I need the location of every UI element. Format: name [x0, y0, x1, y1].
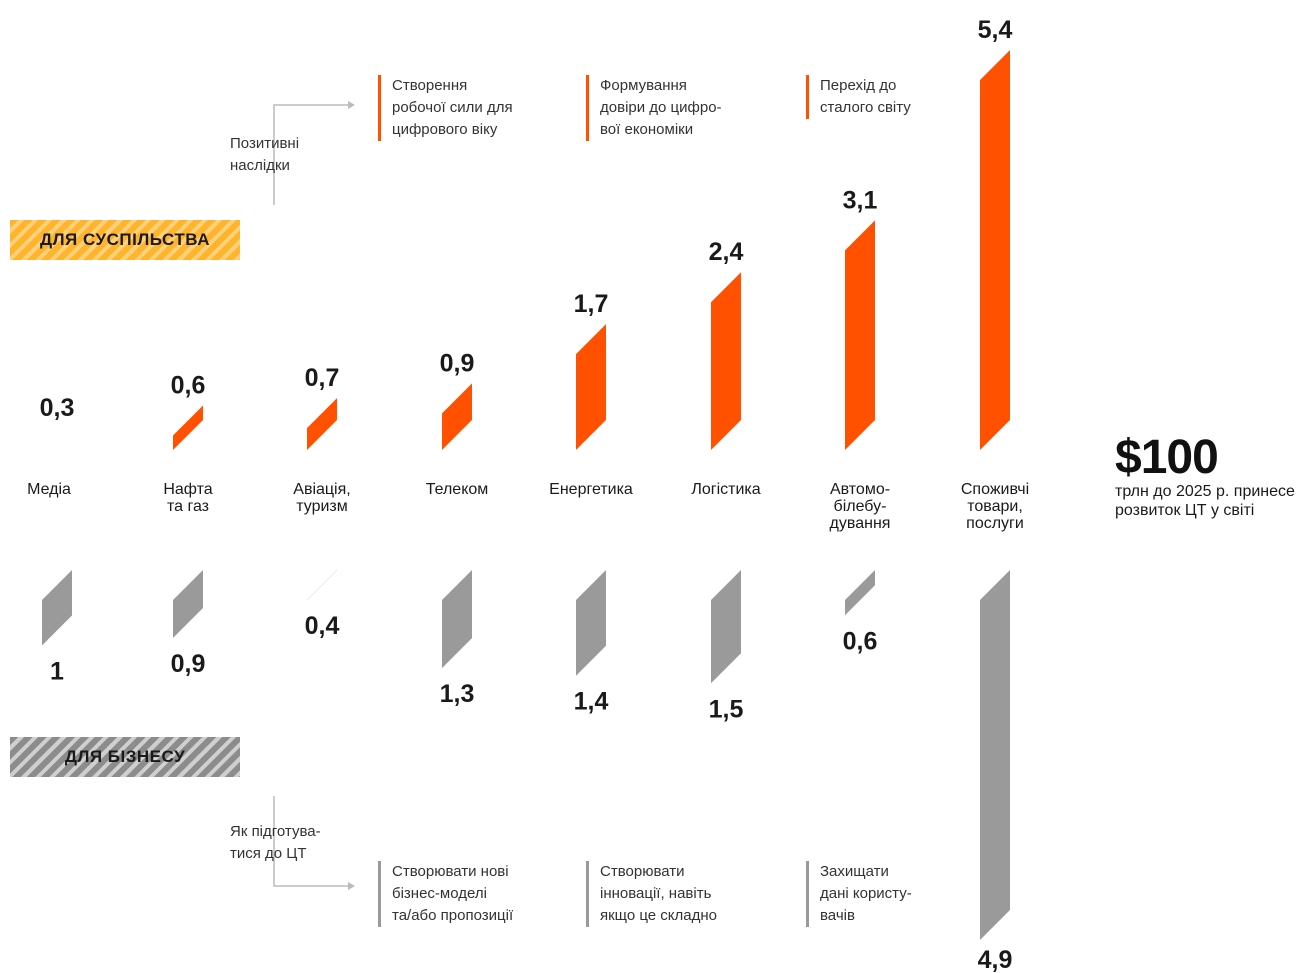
- business-value-5: 1,4: [574, 688, 609, 716]
- society-bar-6: [711, 272, 741, 450]
- category-label-7: Автомо- білебу- дування: [829, 481, 891, 532]
- positive-item-2: Формування довіри до цифро- вої економік…: [586, 75, 722, 141]
- business-bar-4: [442, 570, 472, 669]
- business-bar-8: [980, 570, 1010, 940]
- society-value-7: 3,1: [843, 186, 878, 214]
- society-value-4: 0,9: [440, 349, 475, 377]
- business-bar-5: [576, 570, 606, 676]
- business-value-7: 0,6: [843, 627, 878, 655]
- society-bar-3: [307, 398, 337, 450]
- category-label-1: Медіа: [27, 481, 71, 498]
- business-bar-2: [173, 570, 203, 638]
- positive-arrow: [348, 101, 355, 109]
- business-bar-1: [42, 570, 72, 646]
- prepare-item-3: Захищати дані користу- вачів: [806, 861, 912, 927]
- society-value-1: 0,3: [40, 394, 75, 422]
- business-bar-6: [711, 570, 741, 684]
- prepare-arrow: [348, 882, 355, 890]
- positive-item-1: Створення робочої сили для цифрового вік…: [378, 75, 513, 141]
- prepare-item-2: Створювати інновації, навіть якщо це скл…: [586, 861, 717, 927]
- total-label: трлн до 2025 р. принесе розвиток ЦТ у св…: [1115, 483, 1295, 519]
- business-value-6: 1,5: [709, 695, 744, 723]
- society-value-3: 0,7: [305, 364, 340, 392]
- business-value-2: 0,9: [171, 650, 206, 678]
- category-label-6: Логістика: [691, 481, 761, 498]
- positive-label: Позитивні наслідки: [230, 135, 300, 174]
- society-value-2: 0,6: [171, 372, 206, 400]
- business-bar-3: [307, 570, 337, 601]
- society-bar-1: [42, 427, 72, 450]
- business-value-8: 4,9: [978, 946, 1013, 973]
- business-value-3: 0,4: [305, 612, 340, 640]
- prepare-label: Як підготува- тися до ЦТ: [230, 823, 321, 862]
- business-band: ДЛЯ БІЗНЕСУ: [10, 737, 240, 777]
- business-bar-7: [845, 570, 875, 616]
- business-value-4: 1,3: [440, 680, 475, 708]
- total-value: $100: [1115, 431, 1219, 484]
- society-bar-5: [576, 324, 606, 450]
- category-label-8: Споживчі товари, послуги: [960, 481, 1030, 532]
- category-label-2: Нафта та газ: [163, 481, 213, 515]
- society-band: ДЛЯ СУСПІЛЬСТВА: [10, 220, 240, 260]
- business-bars: 1 0,9 0,4 1,3 1,4 1,5 0,6 4,9: [42, 570, 1012, 973]
- business-value-1: 1: [50, 658, 64, 686]
- society-bars: 0,3 0,6 0,7 0,9 1,7 2,4 3,1 5,4: [40, 16, 1013, 450]
- society-bar-2: [173, 405, 203, 450]
- society-bar-4: [442, 383, 472, 450]
- category-label-4: Телеком: [425, 481, 489, 498]
- society-value-5: 1,7: [574, 290, 609, 318]
- society-value-8: 5,4: [978, 16, 1013, 44]
- prepare-item-1: Створювати нові бізнес-моделі та/або про…: [378, 861, 513, 927]
- society-bar-8: [980, 50, 1010, 450]
- category-label-3: Авіація, туризм: [293, 481, 351, 515]
- society-bar-7: [845, 220, 875, 450]
- positive-connector: [273, 104, 348, 205]
- positive-item-3: Перехід до сталого світу: [806, 75, 911, 119]
- category-label-5: Енергетика: [549, 481, 633, 498]
- prepare-connector: [273, 796, 348, 887]
- society-value-6: 2,4: [709, 238, 744, 266]
